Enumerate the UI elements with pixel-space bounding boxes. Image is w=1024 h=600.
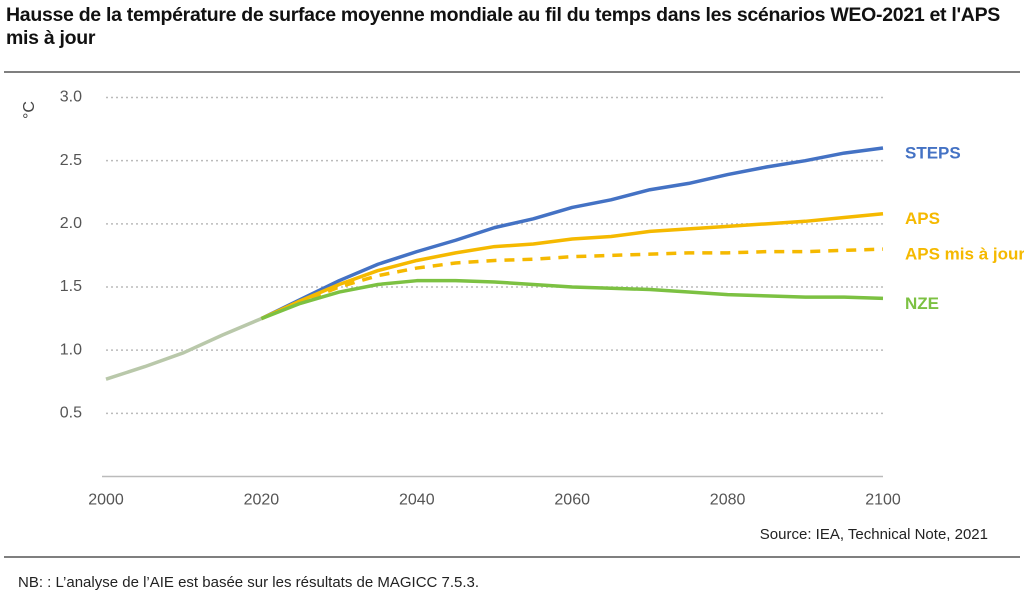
- series-label: STEPS: [905, 144, 961, 163]
- source: Source: IEA, Technical Note, 2021: [760, 526, 988, 543]
- x-tick-label: 2020: [244, 492, 280, 509]
- series-line: [260, 146, 884, 321]
- series-label: NZE: [905, 294, 939, 313]
- series-line: [260, 278, 884, 321]
- y-tick-label: 3.0: [60, 89, 82, 106]
- series-label: APS mis à jour: [905, 245, 1024, 264]
- y-axis-label: °C: [21, 101, 38, 119]
- y-tick-label: 0.5: [60, 405, 82, 422]
- y-tick-label: 1.5: [60, 278, 82, 295]
- series-label: APS: [905, 209, 940, 228]
- x-tick-label: 2080: [710, 492, 746, 509]
- series-line: [105, 316, 263, 381]
- x-tick-label: 2040: [399, 492, 435, 509]
- x-tick-label: 2000: [88, 492, 124, 509]
- x-tick-label: 2100: [865, 492, 901, 509]
- note: NB: : L’analyse de l’AIE est basée sur l…: [18, 574, 479, 591]
- y-tick-label: 2.5: [60, 152, 82, 169]
- x-tick-label: 2060: [554, 492, 590, 509]
- series-line: [260, 247, 884, 321]
- chart-title: Hausse de la température de surface moye…: [6, 4, 1000, 49]
- y-tick-label: 1.0: [60, 341, 82, 358]
- y-tick-label: 2.0: [60, 215, 82, 232]
- series-line: [260, 211, 884, 321]
